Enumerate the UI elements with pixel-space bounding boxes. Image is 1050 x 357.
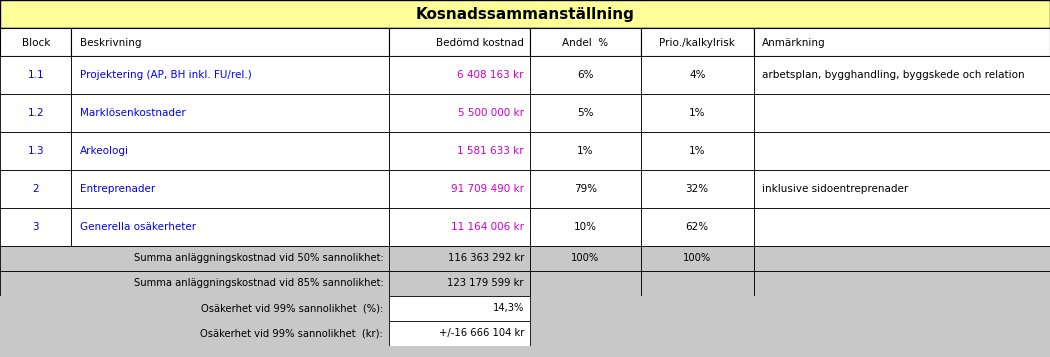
Bar [0,246,1050,271]
Bar [640,271,754,296]
Bar [640,208,754,246]
Text: 91 709 490 kr: 91 709 490 kr [450,184,524,194]
Text: Projektering (AP, BH inkl. FU/rel.): Projektering (AP, BH inkl. FU/rel.) [80,70,252,80]
Bar [388,28,530,56]
Text: 116 363 292 kr: 116 363 292 kr [447,253,524,263]
Text: Entreprenader: Entreprenader [80,184,155,194]
Bar [71,208,388,246]
Text: Marklösenkostnader: Marklösenkostnader [80,108,186,118]
Text: 32%: 32% [686,184,709,194]
Bar [754,28,1050,56]
Text: Block: Block [21,39,50,49]
Bar [71,56,388,94]
Bar [388,132,530,170]
Bar [530,28,640,56]
Bar [0,28,71,56]
Text: +/-16 666 104 kr: +/-16 666 104 kr [439,328,524,338]
Bar [71,132,388,170]
Bar [530,132,640,170]
Bar [530,94,640,132]
Text: 123 179 599 kr: 123 179 599 kr [447,278,524,288]
Text: Beskrivning: Beskrivning [80,39,142,49]
Bar [0,208,71,246]
Text: 11 164 006 kr: 11 164 006 kr [450,222,524,232]
Text: 1 581 633 kr: 1 581 633 kr [458,146,524,156]
Bar [388,271,530,296]
Text: Osäkerhet vid 99% sannolikhet  (kr):: Osäkerhet vid 99% sannolikhet (kr): [201,328,383,338]
Bar [0,28,1050,56]
Bar [640,246,754,271]
Text: 100%: 100% [571,253,600,263]
Text: 1%: 1% [689,108,706,118]
Bar [388,94,530,132]
Text: 62%: 62% [686,222,709,232]
Text: Summa anläggningskostnad vid 85% sannolikhet:: Summa anläggningskostnad vid 85% sannoli… [133,278,383,288]
Bar [71,28,388,56]
Bar [71,94,388,132]
Text: 4%: 4% [689,70,706,80]
Bar [640,170,754,208]
Text: inklusive sidoentreprenader: inklusive sidoentreprenader [762,184,908,194]
Bar [0,271,1050,296]
Text: 1.1: 1.1 [27,70,44,80]
Text: Arkeologi: Arkeologi [80,146,129,156]
Bar [0,296,1050,321]
Text: Osäkerhet vid 99% sannolikhet  (%):: Osäkerhet vid 99% sannolikhet (%): [201,303,383,313]
Text: Kosnadssammanställning: Kosnadssammanställning [416,6,634,21]
Bar [754,132,1050,170]
Text: Prio./kalkylrisk: Prio./kalkylrisk [659,39,735,49]
Bar [754,94,1050,132]
Text: 6%: 6% [578,70,593,80]
Bar [530,170,640,208]
Bar [388,246,530,271]
Bar [0,56,71,94]
Text: 5 500 000 kr: 5 500 000 kr [458,108,524,118]
Text: 5%: 5% [578,108,593,118]
Bar [388,56,530,94]
Text: 10%: 10% [574,222,596,232]
Bar [640,28,754,56]
Bar [388,208,530,246]
Bar [754,170,1050,208]
Bar [0,321,1050,346]
Text: Andel  %: Andel % [563,39,608,49]
Bar [754,56,1050,94]
Text: 1.2: 1.2 [27,108,44,118]
Bar [754,208,1050,246]
Bar [388,296,530,321]
Bar [530,208,640,246]
Bar [640,56,754,94]
Bar [640,132,754,170]
Text: Generella osäkerheter: Generella osäkerheter [80,222,196,232]
Text: 100%: 100% [684,253,711,263]
Bar [530,56,640,94]
Text: Anmärkning: Anmärkning [762,39,826,49]
Bar [530,271,640,296]
Bar [0,132,71,170]
Text: 3: 3 [33,222,39,232]
Bar [0,94,71,132]
Text: 1%: 1% [689,146,706,156]
Text: Summa anläggningskostnad vid 50% sannolikhet:: Summa anläggningskostnad vid 50% sannoli… [133,253,383,263]
Bar [0,170,71,208]
Text: 1.3: 1.3 [27,146,44,156]
Bar [530,246,640,271]
Bar [71,170,388,208]
Text: 2: 2 [33,184,39,194]
Bar [754,246,1050,271]
Bar [0,0,1050,28]
Text: 1%: 1% [578,146,593,156]
Text: 14,3%: 14,3% [492,303,524,313]
Text: arbetsplan, bygghandling, byggskede och relation: arbetsplan, bygghandling, byggskede och … [762,70,1025,80]
Bar [640,94,754,132]
Text: 6 408 163 kr: 6 408 163 kr [458,70,524,80]
Text: Bedömd kostnad: Bedömd kostnad [436,39,524,49]
Bar [754,271,1050,296]
Bar [0,346,1050,357]
Bar [388,321,530,346]
Bar [388,170,530,208]
Text: 79%: 79% [573,184,597,194]
